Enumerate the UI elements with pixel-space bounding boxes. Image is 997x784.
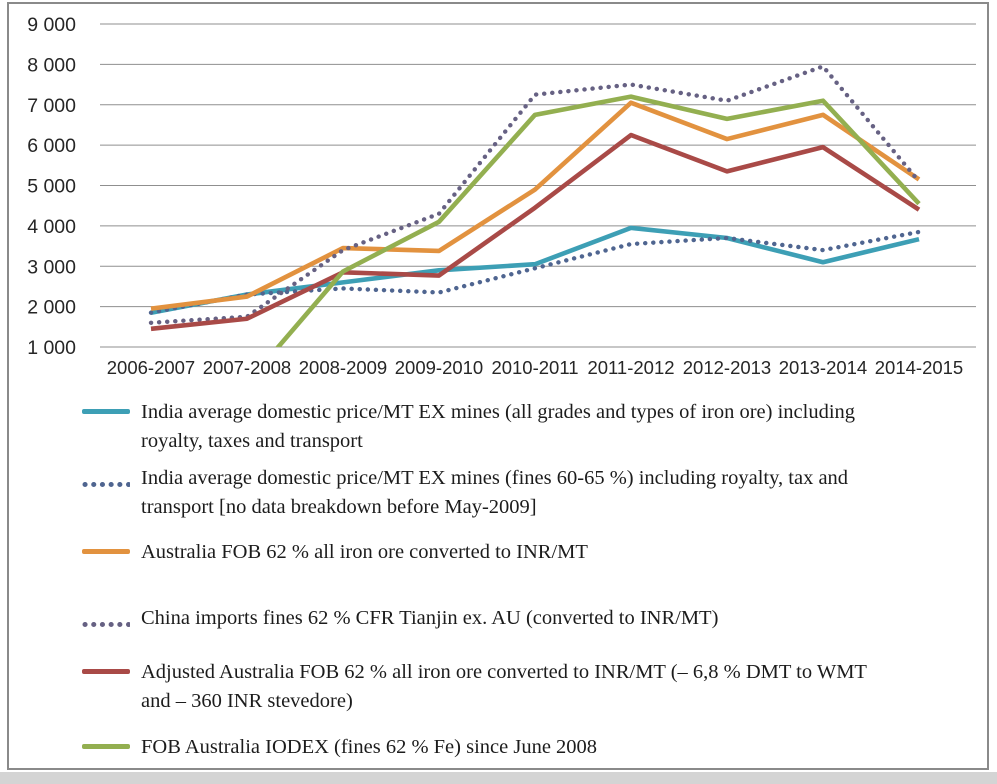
x-tick-label: 2012-2013	[683, 357, 771, 378]
y-tick-label: 7 000	[27, 95, 76, 117]
y-tick-label: 3 000	[27, 256, 76, 278]
legend-item-4: Adjusted Australia FOB 62 % all iron ore…	[82, 658, 867, 716]
legend-line-sample	[82, 744, 130, 749]
figure-border	[7, 2, 989, 770]
y-axis-labels: 9 000 8 000 7 000 6 000 5 000 4 000 3 000 2 000…	[27, 14, 76, 359]
legend-line-sample	[82, 549, 130, 554]
y-tick-label: 2 000	[27, 297, 76, 319]
x-tick-label: 2009-2010	[395, 357, 483, 378]
x-tick-label: 2013-2014	[779, 357, 867, 378]
legend-item-5: FOB Australia IODEX (fines 62 % Fe) sinc…	[82, 733, 597, 762]
legend-item-0: India average domestic price/MT EX mines…	[82, 398, 855, 456]
y-tick-label: 9 000	[27, 14, 76, 36]
legend-label: India average domestic price/MT EX mines…	[141, 401, 856, 452]
x-axis-labels: 2006-2007 2007-2008 2008-2009 2009-2010 2010…	[107, 357, 963, 378]
y-tick-label: 1 000	[27, 337, 76, 359]
legend-label: China imports fines 62 % CFR Tianjin ex.…	[141, 607, 719, 629]
x-tick-label: 2011-2012	[587, 357, 674, 378]
series-line-4	[150, 132, 921, 332]
legend-key-dotted-line	[82, 615, 132, 633]
x-tick-label: 2006-2007	[107, 357, 195, 378]
x-tick-label: 2008-2009	[299, 357, 387, 378]
legend-key-solid-line	[82, 744, 130, 749]
x-tick-label: 2014-2015	[875, 357, 963, 378]
page-edge-strip	[0, 772, 997, 784]
legend-label: India average domestic price/MT EX mines…	[141, 467, 849, 518]
legend-label: Adjusted Australia FOB 62 % all iron ore…	[141, 661, 867, 712]
chart-svg: 9 000 8 000 7 000 6 000 5 000 4 000 3 000 2 000…	[27, 14, 976, 378]
legend-key-solid-line	[82, 669, 130, 674]
y-tick-label: 6 000	[27, 135, 76, 157]
legend-item-3: China imports fines 62 % CFR Tianjin ex.…	[82, 604, 718, 633]
series-line-3	[148, 64, 922, 325]
legend-dotted-sample	[82, 622, 132, 627]
legend-item-2: Australia FOB 62 % all iron ore converte…	[82, 538, 588, 567]
legend-label: FOB Australia IODEX (fines 62 % Fe) sinc…	[141, 736, 598, 758]
x-tick-label: 2010-2011	[491, 357, 578, 378]
y-tick-label: 4 000	[27, 216, 76, 238]
legend-item-1: India average domestic price/MT EX mines…	[82, 464, 848, 522]
legend-dotted-sample	[82, 482, 132, 487]
legend-line-sample	[82, 669, 130, 674]
legend-key-solid-line	[82, 409, 130, 414]
series-line-5	[275, 94, 921, 347]
legend-key-solid-line	[82, 549, 130, 554]
plot-area	[148, 64, 922, 347]
series-line-1	[148, 229, 922, 315]
legend-label: Australia FOB 62 % all iron ore converte…	[141, 541, 588, 563]
legend-key-dotted-line	[82, 475, 132, 493]
y-tick-label: 8 000	[27, 54, 76, 76]
y-tick-label: 5 000	[27, 176, 76, 198]
legend-line-sample	[82, 409, 130, 414]
gridlines	[100, 23, 976, 348]
series-line-2	[150, 100, 921, 311]
x-tick-label: 2007-2008	[203, 357, 291, 378]
